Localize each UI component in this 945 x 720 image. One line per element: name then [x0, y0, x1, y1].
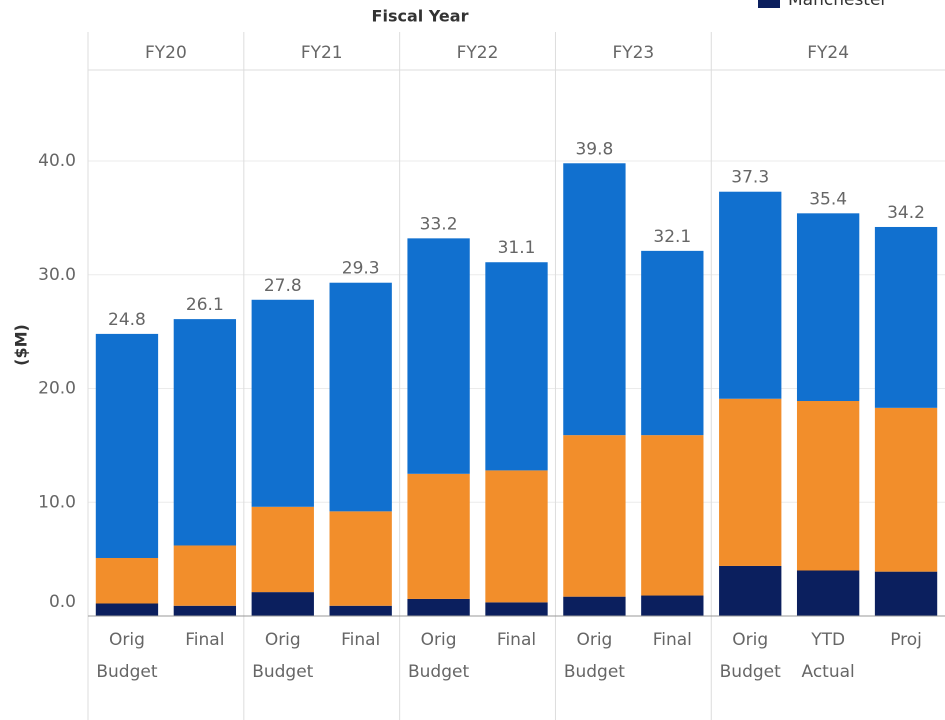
y-tick-label: 40.0 [38, 151, 76, 171]
x-tick-label: Budget [408, 662, 469, 682]
bar-segment [796, 570, 860, 616]
bar-segment [485, 470, 548, 603]
bar-segment [641, 250, 704, 436]
bar-segment [719, 191, 782, 399]
bar-segment [329, 282, 392, 512]
bar-segment [95, 603, 159, 616]
total-label: 35.4 [809, 189, 847, 209]
y-tick-label: 20.0 [38, 379, 76, 399]
bar-segment [251, 592, 314, 616]
bar-segment [641, 435, 704, 596]
bar-segment [173, 605, 237, 616]
total-label: 29.3 [342, 259, 380, 279]
total-label: 32.1 [653, 227, 691, 247]
legend-swatch [758, 0, 780, 8]
x-tick-label: YTD [810, 630, 845, 650]
bar-segment [563, 596, 626, 616]
x-tick-label: Budget [252, 662, 313, 682]
y-tick-label: 30.0 [38, 265, 76, 285]
total-label: 26.1 [186, 295, 224, 315]
bar-segment [407, 473, 470, 599]
y-tick-label: 10.0 [38, 492, 76, 512]
total-label: 33.2 [420, 214, 458, 234]
total-label: 24.8 [108, 310, 146, 330]
group-label: FY24 [807, 43, 849, 63]
group-label: FY22 [457, 43, 499, 63]
bar-segment [329, 511, 392, 606]
x-tick-label: Orig [109, 630, 145, 650]
bar-segment [874, 571, 938, 616]
x-tick-label: Orig [265, 630, 301, 650]
bar-segment [95, 333, 159, 558]
x-tick-label: Orig [576, 630, 612, 650]
x-tick-label: Proj [890, 630, 922, 650]
x-tick-label: Final [497, 630, 536, 650]
bar-segment [173, 545, 237, 606]
bar-segment [251, 506, 314, 593]
bar-segment [563, 435, 626, 597]
bar-segment [796, 401, 860, 571]
x-tick-label: Budget [720, 662, 781, 682]
bar-segment [874, 407, 938, 572]
bar-segment [485, 602, 548, 616]
bar-segment [95, 557, 159, 604]
y-axis-title: ($M) [12, 324, 31, 366]
x-tick-label: Orig [421, 630, 457, 650]
x-tick-label: Budget [564, 662, 625, 682]
x-tick-label: Final [185, 630, 224, 650]
total-label: 34.2 [887, 203, 925, 223]
x-tick-label: Actual [802, 662, 855, 682]
bar-segment [251, 299, 314, 507]
group-label: FY20 [145, 43, 187, 63]
total-label: 31.1 [498, 238, 536, 258]
x-tick-label: Final [653, 630, 692, 650]
bar-segment [874, 226, 938, 408]
bar-segment [563, 163, 626, 436]
bar-segment [407, 598, 470, 616]
legend-label: Manchester [788, 0, 887, 10]
bar-segment [641, 595, 704, 616]
bar-segment [485, 262, 548, 471]
total-label: 39.8 [575, 139, 613, 159]
group-label: FY21 [301, 43, 343, 63]
bar-segment [329, 605, 392, 616]
y-tick-label: 0.0 [49, 592, 76, 612]
bar-segment [719, 398, 782, 566]
bar-segment [719, 565, 782, 616]
bar-segment [796, 213, 860, 402]
x-tick-label: Final [341, 630, 380, 650]
total-label: 27.8 [264, 276, 302, 296]
group-label: FY23 [612, 43, 654, 63]
x-tick-label: Orig [732, 630, 768, 650]
bar-segment [407, 238, 470, 474]
total-label: 37.3 [731, 168, 769, 188]
x-tick-label: Budget [96, 662, 157, 682]
x-axis-title: Fiscal Year [372, 7, 469, 26]
bar-segment [173, 319, 237, 546]
